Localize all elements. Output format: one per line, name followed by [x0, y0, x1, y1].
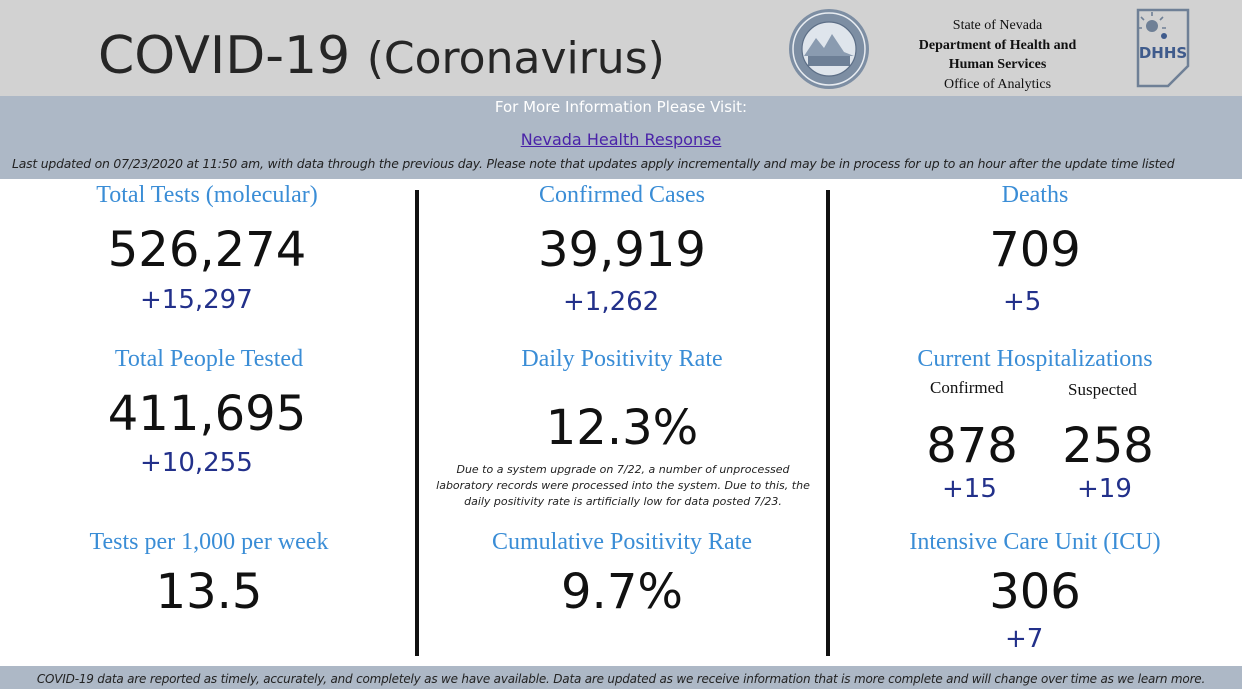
hospitalizations-suspected-value: 258	[1062, 418, 1154, 474]
total-people-tested-label: Total People Tested	[114, 346, 304, 372]
confirmed-cases-label: Confirmed Cases	[539, 182, 705, 208]
icu-label: Intensive Care Unit (ICU)	[909, 529, 1161, 555]
daily-positivity-label: Daily Positivity Rate	[521, 346, 723, 372]
total-people-tested-delta: +10,255	[140, 448, 253, 478]
total-tests-value: 526,274	[107, 222, 307, 278]
hospitalizations-confirmed-delta: +15	[942, 474, 997, 504]
tests-per-1000-value: 13.5	[155, 564, 263, 620]
hospitalizations-confirmed-label: Confirmed	[930, 378, 1004, 397]
footer-bar	[0, 666, 1242, 689]
daily-positivity-value: 12.3%	[545, 400, 699, 456]
page-title: COVID-19 (Coronavirus)	[98, 26, 665, 86]
cumulative-positivity-value: 9.7%	[561, 564, 683, 620]
dhhs-logo-icon: DHHS	[1136, 8, 1190, 88]
agency-line-services: Human Services	[948, 57, 1047, 72]
title-sub: (Coronavirus)	[366, 33, 665, 84]
info-bar	[0, 96, 1242, 179]
confirmed-cases-delta: +1,262	[563, 287, 660, 317]
deaths-label: Deaths	[1001, 182, 1069, 208]
header-bar	[0, 0, 1242, 96]
last-updated-text: Last updated on 07/23/2020 at 11:50 am, …	[12, 156, 1175, 171]
agency-line-department: Department of Health and	[918, 37, 1077, 53]
hospitalizations-label: Current Hospitalizations	[917, 346, 1153, 372]
column-divider-right	[826, 190, 830, 656]
icu-delta: +7	[1005, 624, 1044, 654]
total-tests-label: Total Tests (molecular)	[96, 182, 318, 208]
hospitalizations-confirmed-value: 878	[926, 418, 1018, 474]
total-tests-delta: +15,297	[140, 285, 253, 315]
icu-value: 306	[989, 564, 1081, 620]
hospitalizations-suspected-delta: +19	[1077, 474, 1132, 504]
agency-line-state: State of Nevada	[952, 18, 1043, 33]
tests-per-1000-label: Tests per 1,000 per week	[89, 529, 329, 555]
daily-positivity-note: Due to a system upgrade on 7/22, a numbe…	[436, 463, 810, 508]
info-visit-text: For More Information Please Visit:	[494, 98, 748, 116]
nevada-state-seal-icon	[789, 9, 869, 89]
agency-line-office: Office of Analytics	[943, 76, 1052, 92]
title-main: COVID-19	[98, 26, 351, 86]
total-people-tested-value: 411,695	[107, 386, 307, 442]
nevada-health-response-link[interactable]: Nevada Health Response	[520, 130, 722, 149]
agency-block: State of Nevada Department of Health and…	[895, 16, 1100, 94]
confirmed-cases-value: 39,919	[538, 222, 706, 278]
svg-text:DHHS: DHHS	[1139, 44, 1187, 62]
deaths-value: 709	[989, 222, 1081, 278]
footer-disclaimer: COVID-19 data are reported as timely, ac…	[36, 672, 1206, 686]
cumulative-positivity-label: Cumulative Positivity Rate	[492, 529, 752, 555]
hospitalizations-suspected-label: Suspected	[1068, 380, 1137, 399]
deaths-delta: +5	[1003, 287, 1042, 317]
column-divider-left	[415, 190, 419, 656]
